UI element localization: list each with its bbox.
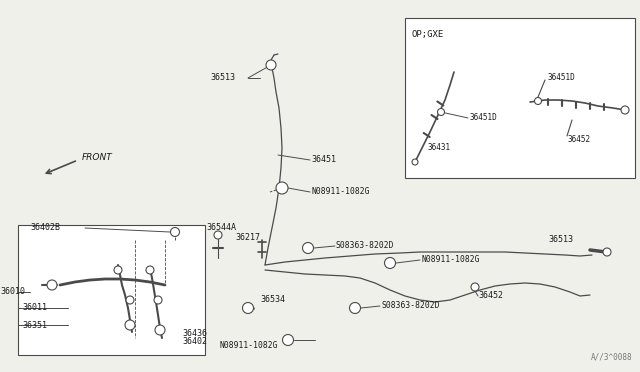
- Text: 36451: 36451: [311, 155, 336, 164]
- Text: 36534: 36534: [260, 295, 285, 305]
- Text: 36217: 36217: [235, 234, 260, 243]
- Text: N: N: [279, 186, 285, 190]
- Circle shape: [125, 320, 135, 330]
- Text: N: N: [387, 260, 393, 266]
- Circle shape: [438, 109, 445, 115]
- Circle shape: [243, 302, 253, 314]
- Circle shape: [534, 97, 541, 105]
- Circle shape: [621, 106, 629, 114]
- Text: 36402: 36402: [182, 337, 207, 346]
- Text: 36351: 36351: [22, 321, 47, 330]
- Text: OP;GXE: OP;GXE: [412, 30, 444, 39]
- Text: 36402B: 36402B: [30, 224, 60, 232]
- Text: S: S: [306, 246, 310, 250]
- Text: 36010: 36010: [0, 288, 25, 296]
- Circle shape: [154, 296, 162, 304]
- Circle shape: [170, 228, 179, 237]
- Text: FRONT: FRONT: [82, 154, 113, 163]
- Circle shape: [385, 257, 396, 269]
- Text: S08363-8202D: S08363-8202D: [336, 241, 394, 250]
- Circle shape: [277, 183, 287, 193]
- Text: 36011: 36011: [22, 304, 47, 312]
- Bar: [18, 225, 205, 355]
- Text: N08911-1082G: N08911-1082G: [311, 187, 369, 196]
- Text: 36452: 36452: [478, 292, 503, 301]
- Circle shape: [126, 296, 134, 304]
- Circle shape: [349, 302, 360, 314]
- Text: S08363-8202D: S08363-8202D: [381, 301, 440, 311]
- Text: 36436: 36436: [182, 328, 207, 337]
- Text: 36451D: 36451D: [469, 113, 497, 122]
- Text: N: N: [285, 337, 291, 343]
- Text: N08911-1082G: N08911-1082G: [421, 256, 479, 264]
- Text: N08911-1082G: N08911-1082G: [220, 340, 278, 350]
- Circle shape: [412, 159, 418, 165]
- Text: 36544A: 36544A: [206, 224, 236, 232]
- Bar: [405, 18, 635, 178]
- Text: 36513: 36513: [210, 74, 235, 83]
- Text: 36451D: 36451D: [547, 74, 575, 83]
- Circle shape: [266, 60, 276, 70]
- Circle shape: [146, 266, 154, 274]
- Circle shape: [471, 283, 479, 291]
- Circle shape: [603, 248, 611, 256]
- Text: 36431: 36431: [427, 144, 450, 153]
- Circle shape: [282, 334, 294, 346]
- Text: S: S: [353, 305, 357, 311]
- Circle shape: [214, 231, 222, 239]
- Circle shape: [155, 325, 165, 335]
- Text: 36513: 36513: [548, 235, 573, 244]
- Circle shape: [276, 182, 288, 194]
- Text: 36452: 36452: [567, 135, 590, 144]
- Circle shape: [47, 280, 57, 290]
- Circle shape: [114, 266, 122, 274]
- Circle shape: [303, 243, 314, 253]
- Text: A//3^0088: A//3^0088: [590, 353, 632, 362]
